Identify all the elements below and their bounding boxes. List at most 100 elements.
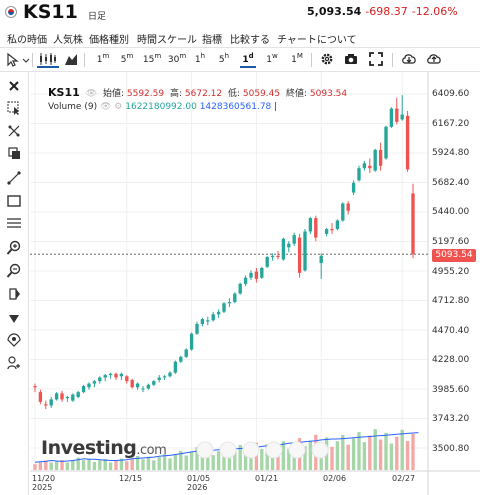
interval-1m[interactable]: 1m	[96, 52, 110, 65]
volume-bar	[206, 449, 210, 470]
candle-body	[184, 349, 188, 357]
candle-body	[114, 373, 118, 378]
fullscreen-icon[interactable]	[368, 52, 384, 68]
interval-1h[interactable]: 1h	[194, 52, 206, 65]
price-change: -698.37	[365, 5, 408, 18]
volume-bar	[65, 462, 70, 470]
horizontal-lines-icon[interactable]	[6, 215, 22, 231]
interval-15m[interactable]: 15m	[142, 52, 162, 65]
playback-control	[242, 441, 260, 459]
volume-bar	[141, 459, 145, 470]
candle-body	[319, 255, 323, 264]
candle-body	[125, 376, 129, 382]
candle-body	[297, 237, 302, 273]
volume-bar	[238, 445, 242, 470]
volume-bar	[157, 457, 161, 470]
volume-bar	[222, 447, 226, 470]
legend-eye-icon[interactable]: 👁	[85, 89, 98, 99]
trend-line-icon[interactable]	[6, 170, 22, 186]
low-label: 低:	[227, 89, 241, 99]
crosshair-icon[interactable]	[6, 123, 22, 139]
chart-area[interactable]	[30, 72, 480, 495]
upload-cloud-icon[interactable]	[425, 52, 443, 68]
volume-bar	[195, 447, 199, 470]
y-tick: 3500.80	[432, 444, 470, 454]
download-cloud-icon[interactable]	[400, 52, 418, 68]
candle-body	[270, 255, 275, 258]
candle-body	[389, 108, 394, 127]
interval-1w[interactable]: 1w	[266, 52, 278, 65]
candle-body	[292, 235, 296, 244]
rectangle-icon[interactable]	[6, 193, 22, 209]
cursor-dropdown-icon[interactable]	[22, 52, 30, 68]
candlestick-chart-icon[interactable]	[37, 52, 59, 68]
menu-compare[interactable]: 比較する	[230, 35, 270, 46]
price-chart[interactable]	[30, 72, 480, 495]
volume-bar	[227, 453, 232, 470]
volume-bar	[395, 436, 399, 470]
close-label: 終値:	[286, 89, 308, 99]
korea-flag-icon	[5, 6, 17, 18]
candle-body	[227, 302, 232, 304]
lock-icon[interactable]	[6, 309, 22, 325]
open-label: 始値:	[102, 89, 124, 99]
playback-control	[219, 441, 237, 459]
menu-indicators[interactable]: 指標	[202, 35, 222, 46]
y-tick: 4955.20	[432, 267, 470, 277]
magnet-icon[interactable]	[6, 286, 22, 302]
interval-1d[interactable]: 1d	[240, 52, 256, 68]
close-icon[interactable]	[6, 78, 22, 94]
candle-body	[400, 114, 404, 120]
volume-bar	[108, 462, 113, 470]
interval-5m[interactable]: 5m	[120, 52, 134, 65]
candle-body	[411, 193, 415, 255]
y-tick: 5682.40	[432, 178, 470, 188]
volume-bar	[44, 460, 48, 470]
low-value: 5059.45	[242, 89, 281, 99]
volume-bar	[87, 458, 91, 470]
menu-popular[interactable]: 人気株	[53, 35, 83, 46]
high-value: 5672.12	[184, 89, 223, 99]
object-tree-icon[interactable]	[6, 355, 22, 371]
menu-about-chart[interactable]: チャートについて	[277, 35, 357, 46]
zoom-in-icon[interactable]	[6, 240, 22, 256]
y-tick: 5924.80	[432, 148, 470, 158]
volume-param: (9)	[84, 102, 98, 112]
candle-body	[254, 271, 259, 279]
cursor-icon[interactable]	[4, 52, 20, 68]
zoom-out-icon[interactable]	[6, 263, 22, 279]
volume-ma-value: 1428360561.78	[199, 102, 272, 112]
y-tick: 4228.00	[432, 355, 470, 365]
copy-icon[interactable]	[6, 145, 22, 161]
timeframe-label: 日足	[88, 12, 107, 22]
candle-body	[87, 383, 91, 388]
gear-icon[interactable]	[319, 52, 335, 68]
volume-eye-icon[interactable]: 👁	[99, 102, 112, 112]
volume-value: 1622180992.00	[125, 102, 197, 112]
last-price: 5,093.54	[307, 5, 362, 18]
volume-bar	[281, 441, 286, 470]
volume-legend: Volume (9) 👁 ⚙ 1622180992.00 1428360561.…	[48, 102, 277, 112]
volume-bar	[243, 451, 248, 470]
interval-1M[interactable]: 1M	[291, 52, 303, 65]
volume-bar	[405, 440, 410, 470]
current-price-tag: 5093.54	[432, 249, 476, 262]
candle-body	[335, 220, 340, 230]
interval-5h[interactable]: 5h	[218, 52, 230, 65]
high-label: 高:	[169, 89, 183, 99]
volume-bar	[54, 461, 59, 470]
menu-price-type[interactable]: 価格種別	[89, 35, 129, 46]
volume-bar	[330, 446, 334, 470]
interval-30m[interactable]: 30m	[167, 52, 187, 65]
menu-time-scale[interactable]: 時間スケール	[137, 35, 197, 46]
volume-bar	[211, 455, 215, 470]
candle-body	[44, 404, 48, 406]
camera-icon[interactable]	[343, 52, 359, 68]
menu-my-watchlist[interactable]: 私の時価	[7, 35, 47, 46]
volume-settings-icon[interactable]: ⚙	[114, 102, 123, 112]
area-chart-icon[interactable]	[63, 52, 79, 68]
candle-body	[211, 314, 215, 321]
volume-bar	[303, 446, 307, 470]
cursor-select-icon[interactable]	[6, 100, 22, 116]
eye-icon[interactable]	[6, 332, 22, 348]
